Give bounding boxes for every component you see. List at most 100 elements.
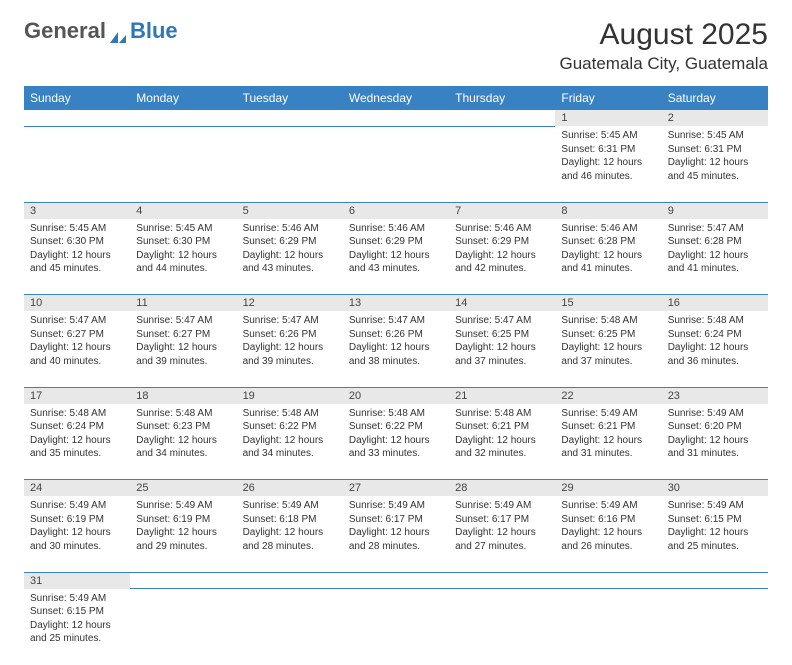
day-content-cell (237, 126, 343, 202)
sunrise-line: Sunrise: 5:49 AM (136, 499, 230, 513)
day-number-cell (130, 572, 236, 589)
daylight-line: Daylight: 12 hours and 33 minutes. (349, 434, 443, 461)
day-number-cell (343, 572, 449, 589)
weekday-header: Sunday (24, 86, 130, 110)
day-content-cell: Sunrise: 5:45 AMSunset: 6:30 PMDaylight:… (24, 219, 130, 295)
sunset-line: Sunset: 6:19 PM (30, 513, 124, 527)
day-number-cell: 18 (130, 387, 236, 404)
sunrise-line: Sunrise: 5:49 AM (561, 499, 655, 513)
sunrise-line: Sunrise: 5:47 AM (136, 314, 230, 328)
day-content-row: Sunrise: 5:49 AM Sunset: 6:19 PM Daylight:… (24, 496, 768, 572)
day-content-cell (343, 126, 449, 202)
daylight-line: Daylight: 12 hours and 39 minutes. (243, 341, 337, 368)
daylight-line: Daylight: 12 hours and 28 minutes. (243, 526, 337, 553)
day-content-cell (449, 589, 555, 665)
sunrise-line: Sunrise: 5:49 AM (243, 499, 337, 513)
daylight-line: Daylight: 12 hours and 46 minutes. (561, 156, 655, 183)
sunset-line: Sunset: 6:26 PM (243, 328, 337, 342)
day-number-cell: 11 (130, 295, 236, 312)
day-number-cell: 29 (555, 480, 661, 497)
day-number-cell (343, 110, 449, 126)
sunset-line: Sunset: 6:30 PM (30, 235, 124, 249)
day-content-cell: Sunrise: 5:46 AMSunset: 6:29 PMDaylight:… (449, 219, 555, 295)
sunset-line: Sunset: 6:20 PM (668, 420, 762, 434)
daylight-line: Daylight: 12 hours and 26 minutes. (561, 526, 655, 553)
day-content-cell: Sunrise: 5:48 AMSunset: 6:24 PMDaylight:… (662, 311, 768, 387)
logo: General Blue (24, 18, 178, 44)
sunrise-line: Sunrise: 5:49 AM (349, 499, 443, 513)
sunrise-line: Sunrise: 5:46 AM (455, 222, 549, 236)
sunset-line: Sunset: 6:21 PM (561, 420, 655, 434)
day-number-cell: 26 (237, 480, 343, 497)
sunset-line: Sunset: 6:29 PM (349, 235, 443, 249)
day-number-row: 10111213141516 (24, 295, 768, 312)
day-content-cell: Sunrise: 5:47 AMSunset: 6:26 PMDaylight:… (237, 311, 343, 387)
location-title: Guatemala City, Guatemala (560, 54, 769, 74)
sunset-line: Sunset: 6:17 PM (455, 513, 549, 527)
sunset-line: Sunset: 6:25 PM (455, 328, 549, 342)
sunset-line: Sunset: 6:29 PM (243, 235, 337, 249)
day-number-cell: 7 (449, 202, 555, 219)
sunrise-line: Sunrise: 5:46 AM (349, 222, 443, 236)
day-number-cell: 27 (343, 480, 449, 497)
daylight-line: Daylight: 12 hours and 45 minutes. (30, 249, 124, 276)
daylight-line: Daylight: 12 hours and 31 minutes. (668, 434, 762, 461)
day-content-cell (130, 126, 236, 202)
weekday-header: Tuesday (237, 86, 343, 110)
day-number-cell: 9 (662, 202, 768, 219)
day-content-cell: Sunrise: 5:47 AMSunset: 6:25 PMDaylight:… (449, 311, 555, 387)
day-number-row: 31 (24, 572, 768, 589)
day-content-cell: Sunrise: 5:48 AMSunset: 6:22 PMDaylight:… (237, 404, 343, 480)
sunset-line: Sunset: 6:18 PM (243, 513, 337, 527)
sunrise-line: Sunrise: 5:48 AM (243, 407, 337, 421)
sunset-line: Sunset: 6:22 PM (349, 420, 443, 434)
day-number-cell: 28 (449, 480, 555, 497)
day-content-cell (237, 589, 343, 665)
day-number-cell: 8 (555, 202, 661, 219)
day-content-cell: Sunrise: 5:45 AMSunset: 6:31 PMDaylight:… (555, 126, 661, 202)
daylight-line: Daylight: 12 hours and 25 minutes. (30, 619, 124, 646)
day-number-cell: 4 (130, 202, 236, 219)
sunrise-line: Sunrise: 5:48 AM (30, 407, 124, 421)
day-content-cell: Sunrise: 5:45 AMSunset: 6:30 PMDaylight:… (130, 219, 236, 295)
day-number-cell: 10 (24, 295, 130, 312)
daylight-line: Daylight: 12 hours and 36 minutes. (668, 341, 762, 368)
sunrise-line: Sunrise: 5:48 AM (561, 314, 655, 328)
day-content-cell: Sunrise: 5:45 AMSunset: 6:31 PMDaylight:… (662, 126, 768, 202)
day-number-cell: 30 (662, 480, 768, 497)
day-content-cell (24, 126, 130, 202)
sunset-line: Sunset: 6:27 PM (30, 328, 124, 342)
day-number-row: 24252627282930 (24, 480, 768, 497)
weekday-header: Saturday (662, 86, 768, 110)
daylight-line: Daylight: 12 hours and 40 minutes. (30, 341, 124, 368)
day-content-cell (662, 589, 768, 665)
daylight-line: Daylight: 12 hours and 39 minutes. (136, 341, 230, 368)
sunset-line: Sunset: 6:15 PM (668, 513, 762, 527)
month-title: August 2025 (560, 18, 769, 52)
sunrise-line: Sunrise: 5:45 AM (30, 222, 124, 236)
day-content-cell: Sunrise: 5:48 AMSunset: 6:22 PMDaylight:… (343, 404, 449, 480)
sunset-line: Sunset: 6:31 PM (668, 143, 762, 157)
logo-text-2: Blue (130, 18, 178, 44)
sunrise-line: Sunrise: 5:47 AM (349, 314, 443, 328)
day-number-cell: 19 (237, 387, 343, 404)
sunrise-line: Sunrise: 5:49 AM (668, 407, 762, 421)
day-number-cell (555, 572, 661, 589)
weekday-header: Friday (555, 86, 661, 110)
day-content-cell: Sunrise: 5:49 AMSunset: 6:16 PMDaylight:… (555, 496, 661, 572)
day-number-cell (24, 110, 130, 126)
day-number-cell (130, 110, 236, 126)
logo-sail-icon (108, 24, 128, 38)
day-content-cell: Sunrise: 5:48 AMSunset: 6:24 PMDaylight:… (24, 404, 130, 480)
daylight-line: Daylight: 12 hours and 37 minutes. (561, 341, 655, 368)
daylight-line: Daylight: 12 hours and 34 minutes. (136, 434, 230, 461)
day-number-cell: 24 (24, 480, 130, 497)
sunset-line: Sunset: 6:17 PM (349, 513, 443, 527)
sunset-line: Sunset: 6:28 PM (561, 235, 655, 249)
day-number-cell (237, 110, 343, 126)
day-content-cell: Sunrise: 5:48 AMSunset: 6:21 PMDaylight:… (449, 404, 555, 480)
daylight-line: Daylight: 12 hours and 25 minutes. (668, 526, 762, 553)
day-content-row: Sunrise: 5:47 AMSunset: 6:27 PMDaylight:… (24, 311, 768, 387)
day-content-row: Sunrise: 5:45 AMSunset: 6:30 PMDaylight:… (24, 219, 768, 295)
daylight-line: Daylight: 12 hours and 41 minutes. (668, 249, 762, 276)
